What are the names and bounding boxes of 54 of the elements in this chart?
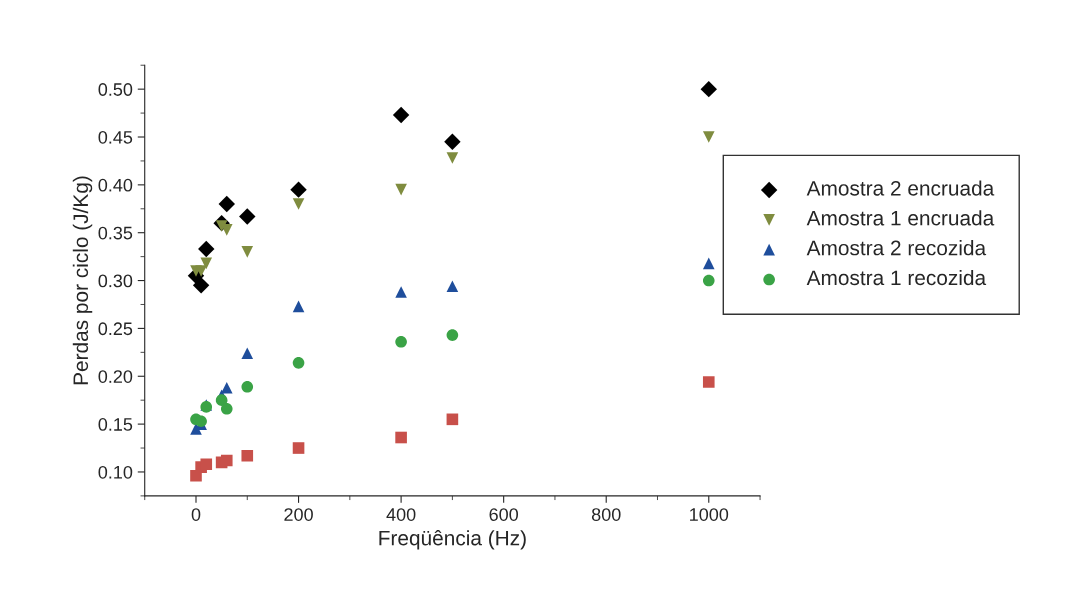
point <box>395 183 407 196</box>
point <box>395 286 407 298</box>
point <box>702 257 715 270</box>
y-tick-label: 0.45 <box>98 130 133 144</box>
legend-label: Amostra 1 recozida <box>806 269 987 286</box>
point <box>446 413 459 426</box>
point <box>444 133 461 151</box>
point <box>200 257 213 270</box>
legend-label: Amostra 2 recozida <box>806 240 987 256</box>
point <box>241 380 254 393</box>
point <box>395 336 407 348</box>
x-tick-label: 400 <box>386 508 416 521</box>
point <box>241 449 254 462</box>
point <box>241 347 254 360</box>
point <box>220 402 233 415</box>
point <box>702 274 715 287</box>
y-tick-label: 0.20 <box>98 370 133 383</box>
point <box>241 246 254 258</box>
point <box>218 195 235 213</box>
point <box>702 131 715 143</box>
legend-label: Amostra 1 encruada <box>806 210 995 226</box>
x-tick-label: 800 <box>591 508 621 521</box>
point <box>702 376 715 388</box>
point <box>292 300 305 313</box>
point <box>446 280 459 293</box>
x-tick-label: 600 <box>489 508 519 521</box>
point <box>392 106 410 124</box>
point <box>395 431 407 444</box>
y-tick-label: 0.25 <box>98 322 133 336</box>
point <box>192 277 210 294</box>
y-tick-label: 0.40 <box>98 178 133 192</box>
y-tick-label: 0.50 <box>98 83 133 96</box>
legend-label: Amostra 2 encruada <box>806 180 995 196</box>
point <box>290 181 307 198</box>
point <box>220 454 233 467</box>
point <box>198 240 215 258</box>
y-tick-label: 0.10 <box>98 465 133 479</box>
point <box>292 357 305 369</box>
y-tick-label: 0.15 <box>98 418 133 431</box>
y-axis-title: Perdas por ciclo (J/Kg) <box>72 176 93 385</box>
y-tick-label: 0.35 <box>98 226 133 240</box>
point <box>446 152 459 164</box>
point <box>215 394 228 406</box>
x-axis-title: Freqüência (Hz) <box>379 530 526 550</box>
point <box>292 442 305 454</box>
point <box>700 80 717 98</box>
point <box>239 208 256 225</box>
point <box>292 198 305 210</box>
x-tick-label: 200 <box>284 508 313 521</box>
point <box>446 329 459 341</box>
x-tick-label: 0 <box>191 508 201 521</box>
x-tick-label: 1000 <box>690 508 729 521</box>
y-tick-label: 0.30 <box>98 274 133 288</box>
point <box>200 458 213 471</box>
